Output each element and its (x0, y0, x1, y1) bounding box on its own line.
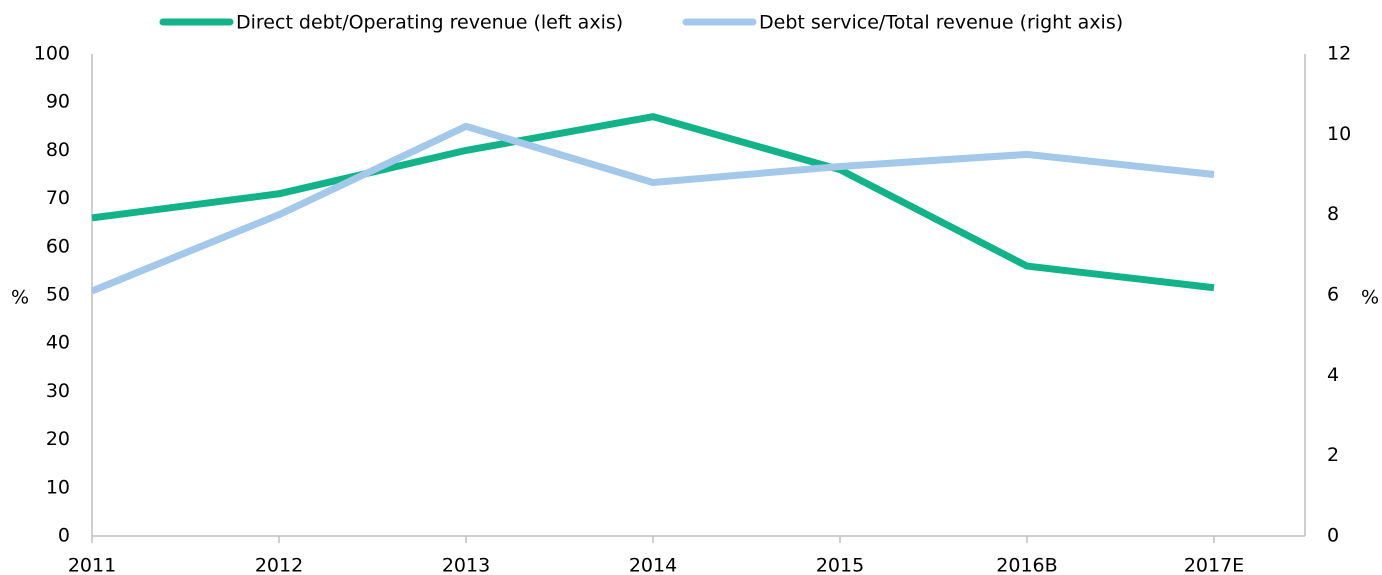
y-tick-label: 90 (46, 91, 70, 113)
y-tick-label: 60 (46, 235, 70, 257)
legend-label: Debt service/Total revenue (right axis) (759, 12, 1123, 34)
y-tick-label: 40 (46, 332, 70, 354)
x-tick-label: 2017E (1184, 555, 1244, 575)
y2-tick-label: 10 (1327, 123, 1351, 145)
y2-tick-label: 0 (1327, 525, 1339, 547)
y-tick-label: 100 (34, 43, 70, 65)
y-tick-label: 20 (46, 428, 70, 450)
y2-tick-label: 2 (1327, 444, 1339, 466)
x-tick-label: 2011 (68, 555, 116, 575)
y-axis-label: % (11, 287, 29, 309)
y-tick-label: 50 (46, 284, 70, 306)
legend-label: Direct debt/Operating revenue (left axis… (236, 12, 623, 34)
y-tick-label: 10 (46, 476, 70, 498)
y2-tick-label: 8 (1327, 203, 1339, 225)
x-tick-label: 2016B (996, 555, 1057, 575)
y-tick-label: 80 (46, 139, 70, 161)
x-tick-label: 2015 (816, 555, 864, 575)
y2-axis-label: % (1361, 287, 1379, 309)
y2-tick-label: 12 (1327, 43, 1351, 65)
series-line (90, 122, 1215, 295)
x-tick-label: 2014 (629, 555, 677, 575)
y-tick-label: 30 (46, 380, 70, 402)
y2-tick-label: 6 (1327, 284, 1339, 306)
x-tick-label: 2012 (255, 555, 303, 575)
x-tick-label: 2013 (442, 555, 490, 575)
y-tick-label: 70 (46, 187, 70, 209)
y-tick-label: 0 (58, 525, 70, 547)
series-line (91, 113, 1215, 292)
y2-tick-label: 4 (1327, 364, 1339, 386)
